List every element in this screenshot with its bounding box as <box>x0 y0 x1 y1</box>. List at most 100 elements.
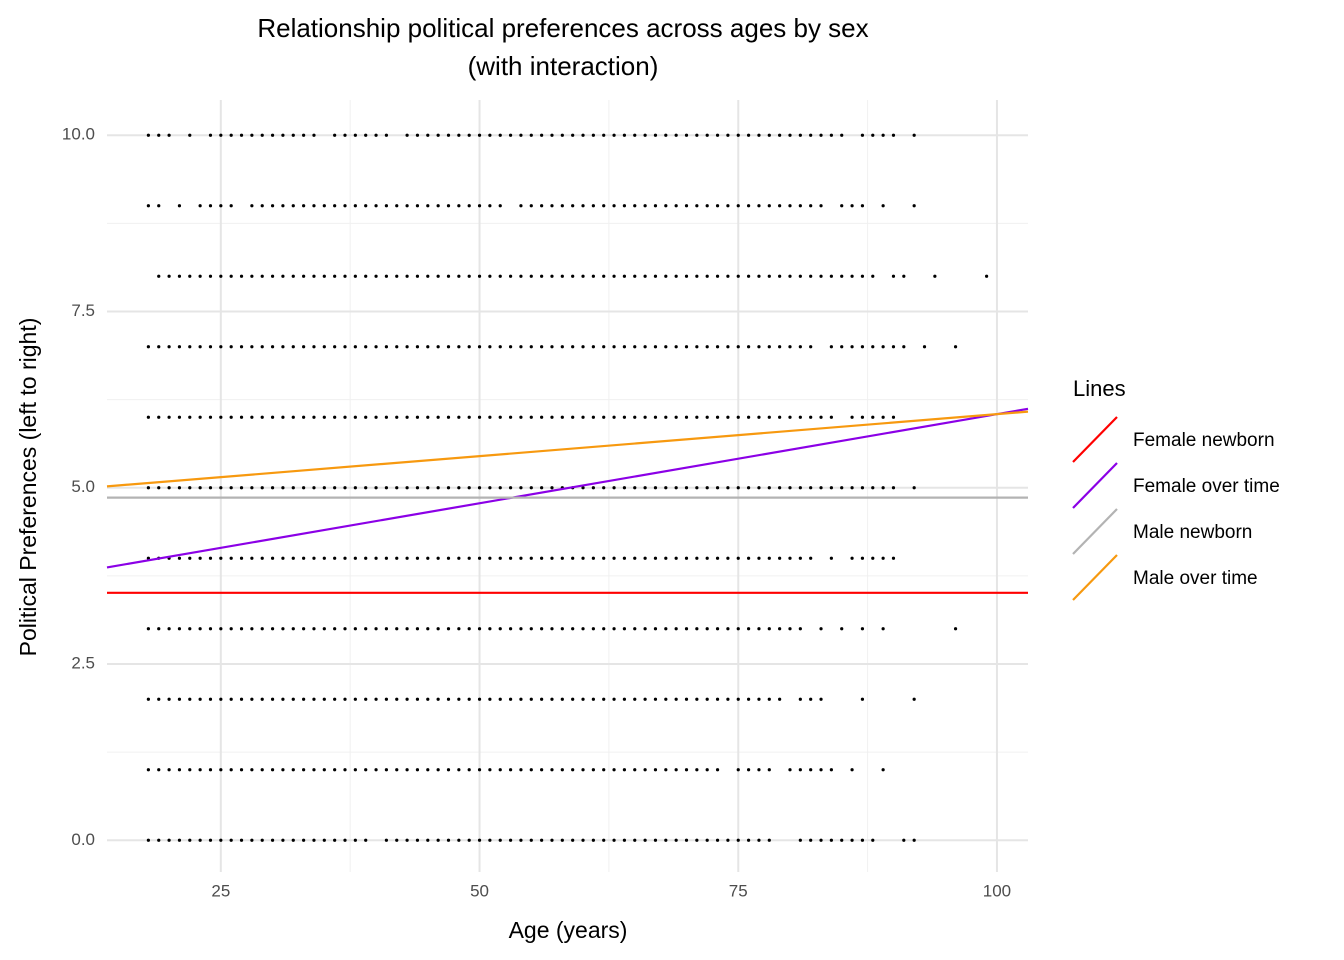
point <box>488 204 492 208</box>
point <box>219 274 223 278</box>
point <box>374 556 378 560</box>
point <box>591 133 595 137</box>
point <box>457 345 461 349</box>
point <box>581 274 585 278</box>
point <box>250 556 254 560</box>
point <box>488 345 492 349</box>
point <box>219 697 223 701</box>
point <box>343 768 347 772</box>
point <box>260 486 264 490</box>
point <box>312 556 316 560</box>
point <box>364 697 368 701</box>
point <box>353 627 357 631</box>
point <box>498 274 502 278</box>
point <box>260 556 264 560</box>
point <box>488 274 492 278</box>
point <box>239 768 244 772</box>
point <box>188 627 192 631</box>
x-tick-label: 100 <box>983 881 1011 900</box>
point <box>891 133 896 137</box>
point <box>540 627 544 631</box>
point <box>664 274 668 278</box>
point <box>467 838 471 842</box>
point <box>602 838 606 842</box>
point <box>312 345 316 349</box>
point <box>281 768 285 772</box>
point <box>633 768 637 772</box>
point <box>198 345 202 349</box>
point <box>633 697 637 701</box>
point <box>757 415 761 419</box>
point <box>250 345 254 349</box>
point <box>426 274 430 278</box>
point <box>467 768 471 772</box>
point <box>850 486 854 490</box>
point <box>684 627 689 631</box>
point <box>446 133 451 137</box>
point <box>622 133 627 137</box>
point <box>695 556 699 560</box>
point <box>788 486 792 490</box>
point <box>219 345 223 349</box>
point <box>415 274 420 278</box>
point <box>664 345 668 349</box>
point <box>364 274 368 278</box>
point <box>488 415 492 419</box>
point <box>550 556 554 560</box>
point <box>239 274 244 278</box>
point <box>157 204 161 208</box>
point <box>829 345 833 349</box>
point <box>798 768 802 772</box>
point <box>757 697 761 701</box>
point <box>684 204 689 208</box>
point <box>239 345 244 349</box>
point <box>508 486 513 490</box>
point <box>912 486 916 490</box>
point <box>633 556 637 560</box>
point <box>746 556 751 560</box>
point <box>250 415 254 419</box>
point <box>343 556 347 560</box>
point <box>426 768 430 772</box>
point <box>384 486 389 490</box>
point <box>860 133 865 137</box>
point <box>322 345 326 349</box>
point <box>364 486 368 490</box>
point <box>426 838 430 842</box>
point <box>498 556 502 560</box>
point <box>736 486 740 490</box>
point <box>467 204 471 208</box>
point <box>767 345 771 349</box>
point <box>312 768 316 772</box>
point <box>270 345 275 349</box>
point <box>767 838 771 842</box>
point <box>674 415 678 419</box>
point <box>622 697 627 701</box>
point <box>312 204 316 208</box>
point <box>705 133 709 137</box>
point <box>322 556 326 560</box>
point <box>643 204 647 208</box>
point <box>550 274 554 278</box>
point <box>291 133 295 137</box>
point <box>291 415 295 419</box>
point <box>840 133 844 137</box>
point <box>395 204 399 208</box>
point <box>302 556 306 560</box>
point <box>436 768 440 772</box>
x-tick-label: 75 <box>729 881 748 900</box>
point <box>881 486 885 490</box>
point <box>798 697 802 701</box>
point <box>270 627 275 631</box>
point <box>395 768 399 772</box>
point <box>312 274 316 278</box>
point <box>550 345 554 349</box>
point <box>726 274 730 278</box>
point <box>757 345 761 349</box>
x-tick-label: 50 <box>470 881 489 900</box>
point <box>612 133 616 137</box>
point <box>198 768 202 772</box>
point <box>757 768 761 772</box>
point <box>571 838 575 842</box>
point <box>188 838 192 842</box>
